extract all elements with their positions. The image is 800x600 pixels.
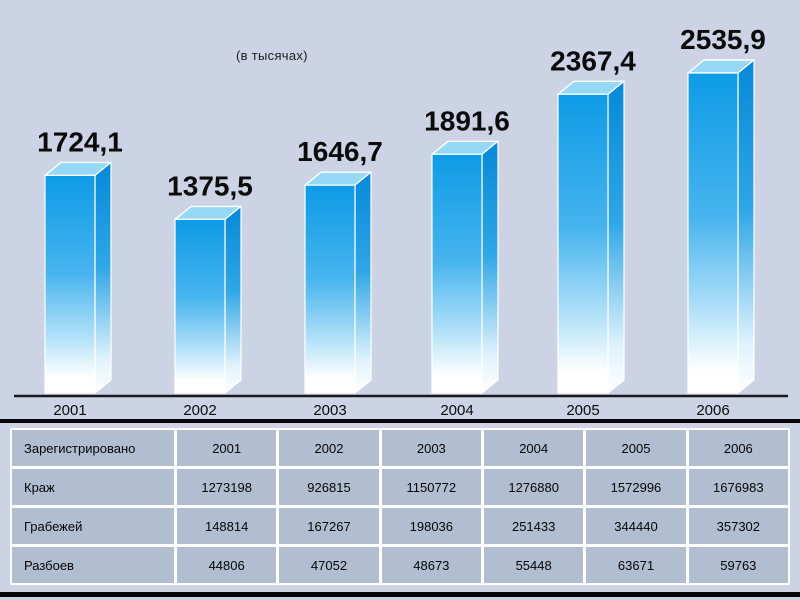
x-axis-label-2004: 2004 bbox=[440, 402, 473, 419]
crime-table: Зарегистрировано 2001 2002 2003 2004 2005 2006… bbox=[10, 428, 790, 585]
bar-side-face-2002 bbox=[224, 205, 242, 394]
bar-side-face-2004 bbox=[481, 140, 499, 394]
table-cell: 251433 bbox=[484, 508, 584, 544]
bottom-border bbox=[0, 592, 800, 597]
table-header-cell: 2001 bbox=[177, 430, 277, 466]
table-header-cell: Зарегистрировано bbox=[12, 430, 174, 466]
bar-2003 bbox=[304, 184, 356, 394]
table-cell: 48673 bbox=[381, 547, 481, 583]
bar-2002 bbox=[174, 218, 226, 394]
chart-units-note: (в тысячах) bbox=[236, 48, 308, 63]
table-cell: 198036 bbox=[381, 508, 481, 544]
bar-value-label-2002: 1375,5 bbox=[167, 170, 253, 201]
table-cell: Грабежей bbox=[12, 508, 174, 544]
x-axis-label-2005: 2005 bbox=[566, 402, 599, 419]
table-header-cell: 2003 bbox=[381, 430, 481, 466]
table-cell: 55448 bbox=[484, 547, 584, 583]
table-cell: 1676983 bbox=[688, 469, 788, 505]
table-cell: 148814 bbox=[177, 508, 277, 544]
bar-2006 bbox=[687, 72, 739, 394]
bar-value-label-2001: 1724,1 bbox=[37, 126, 123, 157]
bar-side-face-2001 bbox=[94, 161, 112, 394]
table-cell: Краж bbox=[12, 469, 174, 505]
bar-2005 bbox=[557, 93, 609, 394]
table-cell: 1273198 bbox=[177, 469, 277, 505]
table-cell: 59763 bbox=[688, 547, 788, 583]
table-cell: 167267 bbox=[279, 508, 379, 544]
table-header-cell: 2004 bbox=[484, 430, 584, 466]
table-header-cell: 2002 bbox=[279, 430, 379, 466]
bar-chart: 1724,1 2001 1375,5 2002 1646,7 2003 1891,6 2004… bbox=[14, 24, 788, 419]
bar-value-label-2004: 1891,6 bbox=[424, 105, 510, 136]
bar-2004 bbox=[431, 153, 483, 394]
table-cell: 47052 bbox=[279, 547, 379, 583]
crime-table-grid: Зарегистрировано 2001 2002 2003 2004 2005 2006… bbox=[10, 428, 790, 585]
bar-value-label-2006: 2535,9 bbox=[680, 24, 766, 55]
table-cell: 344440 bbox=[586, 508, 686, 544]
bar-2001 bbox=[44, 174, 96, 394]
table-cell: 926815 bbox=[279, 469, 379, 505]
table-cell: 1572996 bbox=[586, 469, 686, 505]
table-cell: Разбоев bbox=[12, 547, 174, 583]
table-cell: 63671 bbox=[586, 547, 686, 583]
x-axis-label-2002: 2002 bbox=[183, 402, 216, 419]
x-axis-label-2003: 2003 bbox=[313, 402, 346, 419]
bar-side-face-2003 bbox=[354, 171, 372, 394]
bar-side-face-2006 bbox=[737, 59, 755, 394]
bar-value-label-2003: 1646,7 bbox=[297, 136, 383, 167]
table-header-cell: 2006 bbox=[688, 430, 788, 466]
table-header-cell: 2005 bbox=[586, 430, 686, 466]
x-axis-label-2006: 2006 bbox=[696, 402, 729, 419]
table-cell: 44806 bbox=[177, 547, 277, 583]
chart-table-divider bbox=[0, 419, 800, 423]
table-cell: 1150772 bbox=[381, 469, 481, 505]
table-cell: 357302 bbox=[688, 508, 788, 544]
x-axis-label-2001: 2001 bbox=[53, 402, 86, 419]
bar-side-face-2005 bbox=[607, 80, 625, 394]
bar-value-label-2005: 2367,4 bbox=[550, 45, 636, 76]
table-cell: 1276880 bbox=[484, 469, 584, 505]
